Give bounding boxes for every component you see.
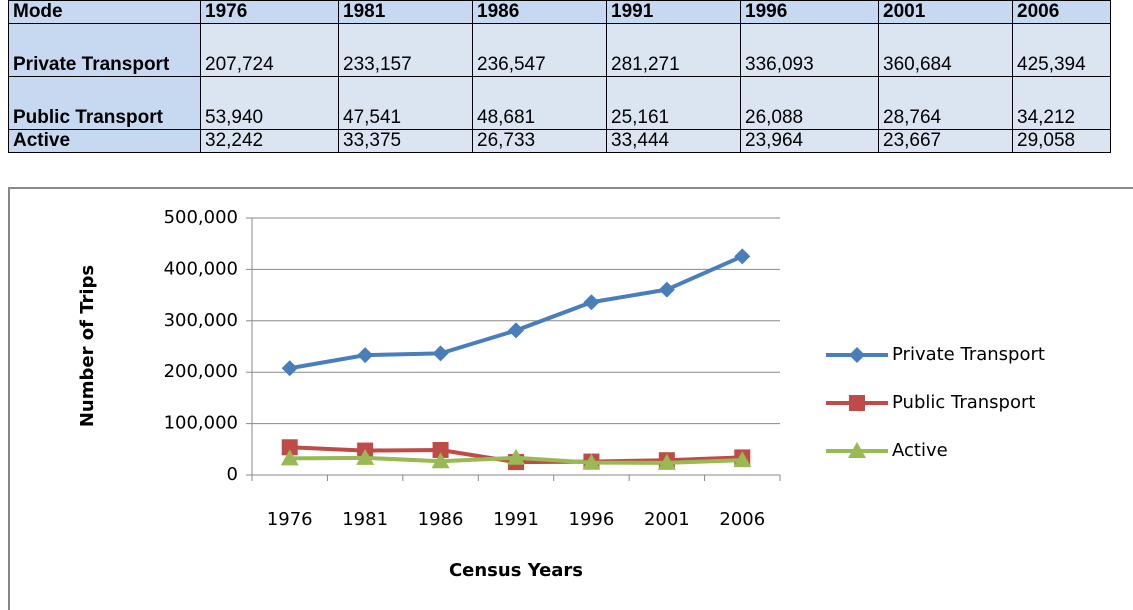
marker — [658, 281, 675, 298]
chart-frame — [8, 187, 1133, 610]
legend-marker — [849, 395, 865, 411]
table-cell: Private Transport — [8, 23, 201, 77]
y-tick-label: 500,000 — [164, 207, 238, 228]
y-tick-label: 100,000 — [164, 413, 238, 434]
table-row: Public Transport 53,940 47,541 48,681 25,161… — [8, 76, 1111, 130]
marker — [281, 439, 298, 456]
table-cell: 236,547 — [472, 23, 607, 77]
marker — [356, 448, 375, 465]
table-cell: 26,733 — [472, 129, 607, 153]
marker — [507, 448, 525, 465]
table-cell: 33,444 — [606, 129, 741, 153]
x-tick-label: 1986 — [418, 509, 464, 530]
table-cell: 2001 — [878, 0, 1013, 24]
y-tick-label: 300,000 — [164, 310, 238, 331]
y-tick-label: 0 — [227, 464, 238, 485]
legend-marker — [849, 347, 865, 363]
table-cell: 425,394 — [1012, 23, 1111, 77]
table-cell: 53,940 — [200, 76, 339, 130]
y-tick-label: 200,000 — [164, 361, 238, 382]
x-axis-title: Census Years — [449, 560, 583, 581]
table-cell: 1981 — [338, 0, 473, 24]
y-tick-label: 400,000 — [164, 258, 238, 279]
table-cell: 32,242 — [200, 129, 339, 153]
table-row: Active 32,242 33,375 26,733 33,444 23,964 23,6… — [8, 129, 1111, 153]
x-tick-label: 1981 — [342, 509, 388, 530]
table-cell: 25,161 — [606, 76, 741, 130]
table-cell: 28,764 — [878, 76, 1013, 130]
marker — [432, 441, 449, 458]
table-cell: Active — [8, 129, 201, 153]
y-axis-title: Number of Trips — [77, 265, 98, 427]
legend-label: Private Transport — [892, 344, 1045, 365]
x-tick-label: 1996 — [569, 509, 615, 530]
legend-marker — [848, 442, 866, 458]
marker — [280, 449, 299, 466]
table-cell: 2006 — [1012, 0, 1111, 24]
table-cell: 336,093 — [740, 23, 879, 77]
table-cell: 29,058 — [1012, 129, 1111, 153]
table-cell: 34,212 — [1012, 76, 1111, 130]
data-table: Mode 1976 1981 1986 1991 1996 2001 2006 Private … — [8, 0, 1111, 153]
table-cell: Mode — [8, 0, 201, 24]
table-cell: 1986 — [472, 0, 607, 24]
marker — [431, 452, 450, 469]
legend-label: Active — [892, 440, 948, 461]
table-cell: 47,541 — [338, 76, 473, 130]
x-tick-label: 1976 — [267, 509, 313, 530]
marker — [582, 453, 601, 470]
table-cell: 207,724 — [200, 23, 339, 77]
marker — [432, 345, 449, 362]
marker — [657, 453, 676, 470]
table-cell: 48,681 — [472, 76, 607, 130]
table-cell: 23,667 — [878, 129, 1013, 153]
marker — [583, 294, 600, 311]
table-cell: 1991 — [606, 0, 741, 24]
x-tick-label: 2006 — [719, 509, 765, 530]
table-cell: 233,157 — [338, 23, 473, 77]
marker — [734, 248, 751, 265]
x-tick-label: 1991 — [493, 509, 539, 530]
marker — [733, 451, 752, 468]
table-cell: 33,375 — [338, 129, 473, 153]
marker — [357, 347, 374, 364]
marker — [281, 360, 298, 377]
table-cell: 281,271 — [606, 23, 741, 77]
legend-label: Public Transport — [892, 392, 1035, 413]
table-cell: Public Transport — [8, 76, 201, 130]
x-tick-label: 2001 — [644, 509, 690, 530]
marker — [508, 322, 524, 339]
table-row: Mode 1976 1981 1986 1991 1996 2001 2006 — [8, 0, 1111, 24]
